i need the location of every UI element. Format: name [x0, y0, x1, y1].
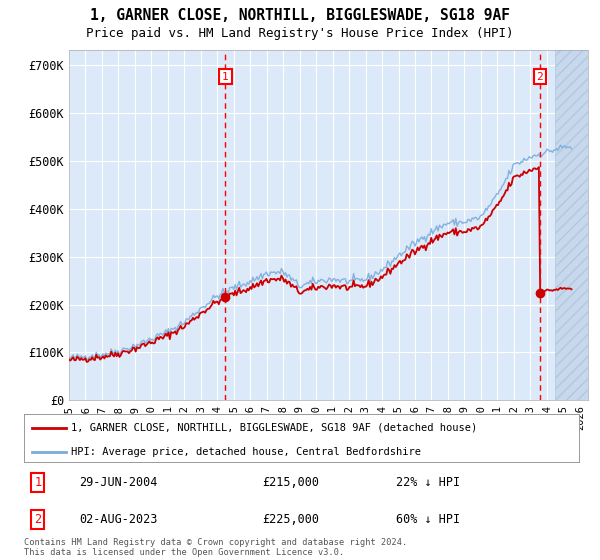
Text: 1: 1 — [222, 72, 229, 82]
Text: £215,000: £215,000 — [263, 476, 320, 489]
Text: 2: 2 — [536, 72, 543, 82]
Text: HPI: Average price, detached house, Central Bedfordshire: HPI: Average price, detached house, Cent… — [71, 446, 421, 456]
Text: Contains HM Land Registry data © Crown copyright and database right 2024.
This d: Contains HM Land Registry data © Crown c… — [24, 538, 407, 557]
Text: 60% ↓ HPI: 60% ↓ HPI — [396, 513, 460, 526]
Text: 22% ↓ HPI: 22% ↓ HPI — [396, 476, 460, 489]
Text: 02-AUG-2023: 02-AUG-2023 — [79, 513, 158, 526]
Text: 1, GARNER CLOSE, NORTHILL, BIGGLESWADE, SG18 9AF: 1, GARNER CLOSE, NORTHILL, BIGGLESWADE, … — [90, 8, 510, 24]
Text: Price paid vs. HM Land Registry's House Price Index (HPI): Price paid vs. HM Land Registry's House … — [86, 27, 514, 40]
Bar — [555, 50, 588, 400]
Text: 29-JUN-2004: 29-JUN-2004 — [79, 476, 158, 489]
Text: 2: 2 — [34, 513, 41, 526]
Text: £225,000: £225,000 — [263, 513, 320, 526]
Text: 1: 1 — [34, 476, 41, 489]
Text: 1, GARNER CLOSE, NORTHILL, BIGGLESWADE, SG18 9AF (detached house): 1, GARNER CLOSE, NORTHILL, BIGGLESWADE, … — [71, 423, 478, 433]
